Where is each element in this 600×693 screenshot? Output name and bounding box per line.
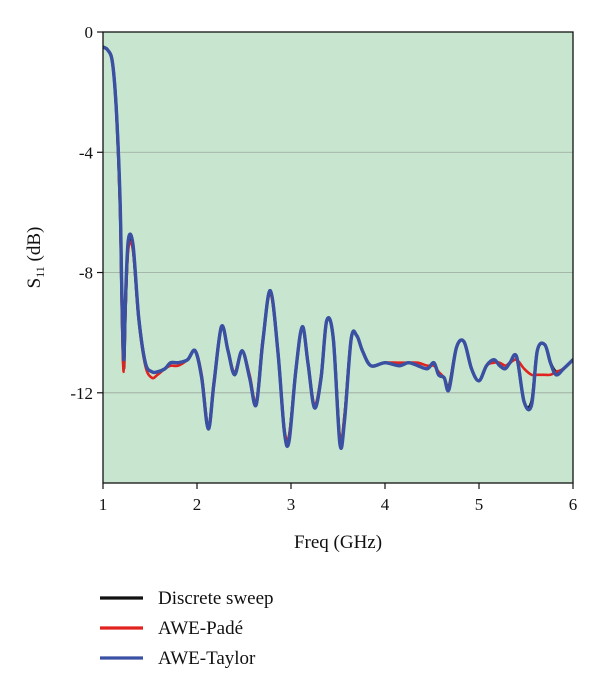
y-axis-title-main: S xyxy=(24,278,45,289)
x-tick-label: 3 xyxy=(287,495,296,514)
y-axis-title-unit: (dB) xyxy=(24,227,45,267)
axis-ticks: 1 2 3 4 5 6 0 -4 -8 -12 xyxy=(70,23,577,514)
y-tick-label: 0 xyxy=(85,23,94,42)
y-tick-label: -12 xyxy=(70,384,93,403)
x-tick-label: 1 xyxy=(99,495,108,514)
legend-label: Discrete sweep xyxy=(158,588,274,609)
x-axis-title: Freq (GHz) xyxy=(294,532,382,553)
plot-frame xyxy=(102,31,574,484)
series-line-taylor xyxy=(103,45,573,451)
legend-label: AWE-Padé xyxy=(158,618,243,639)
y-tick-label: -8 xyxy=(79,264,93,283)
x-tick-label: 2 xyxy=(193,495,202,514)
series-lines xyxy=(103,45,573,451)
y-axis-title: S11 (dB) xyxy=(24,227,47,289)
y-axis-title-subscript: 11 xyxy=(33,266,47,278)
x-tick-label: 4 xyxy=(381,495,390,514)
legend-label: AWE-Taylor xyxy=(158,648,256,669)
x-tick-label: 6 xyxy=(569,495,578,514)
x-tick-label: 5 xyxy=(475,495,484,514)
y-tick-label: -4 xyxy=(79,143,94,162)
legend: Discrete sweep AWE-Padé AWE-Taylor xyxy=(100,588,274,669)
